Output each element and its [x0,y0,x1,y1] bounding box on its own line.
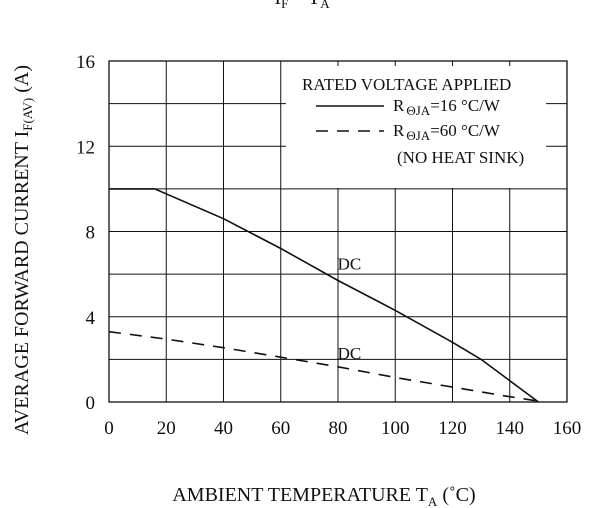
legend-entry-2-prefix: R [393,121,405,140]
y-axis-title-unit: (A) [11,65,33,98]
x-tick-label: 100 [381,418,410,439]
legend-note: (NO HEAT SINK) [397,148,524,167]
legend-background [286,66,546,188]
legend-entry-1: R ΘJA=16 °C/W [393,96,501,118]
chart-title-main2: T [308,0,320,9]
legend-entry-2-suffix: =60 °C/W [430,121,501,140]
y-tick-label: 16 [76,52,95,73]
x-tick-label: 80 [329,418,348,439]
chart-title: IF – TA [274,0,330,11]
y-tick-label: 4 [86,308,96,329]
y-axis-title: AVERAGE FORWARD CURRENT IF(AV) (A) [11,65,35,435]
y-tick-label: 12 [76,137,95,158]
series-layer [108,188,545,403]
x-tick-label: 40 [214,418,233,439]
x-axis-title-unit: (˚C) [437,484,475,506]
x-tick-label: 60 [271,418,290,439]
chart-title-main2-sub: A [320,0,330,11]
y-tick-label: 0 [86,393,96,414]
x-tick-label: 120 [438,418,467,439]
y-axis-title-main: AVERAGE FORWARD CURRENT I [11,131,33,435]
plot-frame [108,60,568,403]
chart-title-sep: – [288,0,308,9]
x-axis-title-sub: A [428,494,438,508]
legend-entry-1-suffix: =16 °C/W [430,96,501,115]
x-tick-label: 0 [104,418,114,439]
chart-title-main-sub: F [281,0,288,11]
x-tick-label: 140 [496,418,525,439]
x-axis-title: AMBIENT TEMPERATURE TA (˚C) [172,484,475,508]
series-line-dashed [108,330,545,403]
x-tick-label: 160 [553,418,582,439]
x-tick-label: 20 [157,418,176,439]
curve-label-dashed: DC [338,344,362,363]
legend-entry-2: R ΘJA=60 °C/W [393,121,501,143]
chart-title-main: I [274,0,281,9]
series-line-solid [109,188,539,403]
x-tick-labels: 0 20 40 60 80 100 120 140 160 [104,418,581,439]
legend-entry-1-prefix: R [393,96,405,115]
legend-entry-2-sub: ΘJA [406,128,430,143]
y-tick-labels: 0 4 8 12 16 [76,52,96,414]
y-axis-title-sub: F(AV) [20,98,35,131]
curve-label-solid: DC [338,254,362,273]
legend-entry-1-sub: ΘJA [406,103,430,118]
y-tick-label: 8 [86,223,96,244]
x-axis-title-main: AMBIENT TEMPERATURE T [172,484,428,506]
legend-header: RATED VOLTAGE APPLIED [302,75,511,94]
